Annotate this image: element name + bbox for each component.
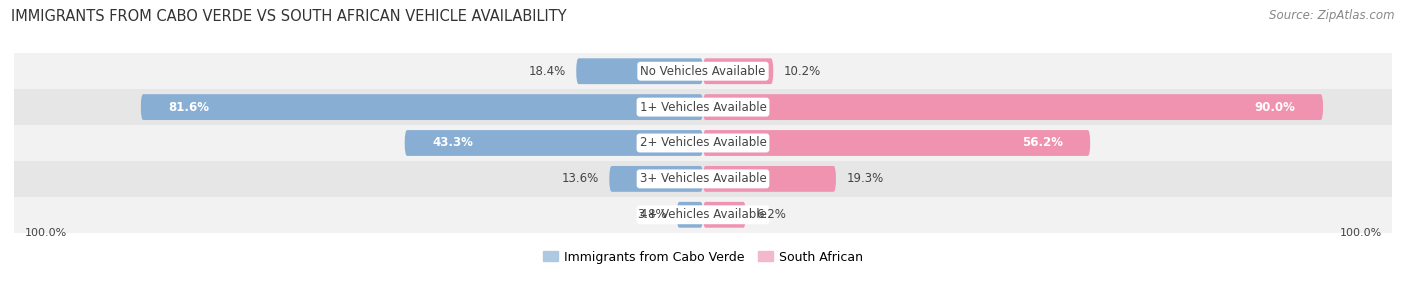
FancyBboxPatch shape — [703, 202, 745, 228]
FancyBboxPatch shape — [141, 94, 703, 120]
Text: 56.2%: 56.2% — [1022, 136, 1063, 150]
Text: 2+ Vehicles Available: 2+ Vehicles Available — [640, 136, 766, 150]
Text: 100.0%: 100.0% — [24, 228, 66, 238]
Text: Source: ZipAtlas.com: Source: ZipAtlas.com — [1270, 9, 1395, 21]
FancyBboxPatch shape — [609, 166, 703, 192]
Text: 1+ Vehicles Available: 1+ Vehicles Available — [640, 101, 766, 114]
FancyBboxPatch shape — [703, 94, 1323, 120]
FancyBboxPatch shape — [576, 58, 703, 84]
FancyBboxPatch shape — [676, 202, 703, 228]
Bar — [14, 197, 1392, 233]
Bar — [14, 89, 1392, 125]
Text: 43.3%: 43.3% — [432, 136, 474, 150]
Text: 19.3%: 19.3% — [846, 172, 883, 185]
Bar — [14, 53, 1392, 89]
Text: 6.2%: 6.2% — [756, 208, 786, 221]
Text: 3+ Vehicles Available: 3+ Vehicles Available — [640, 172, 766, 185]
Text: No Vehicles Available: No Vehicles Available — [640, 65, 766, 78]
FancyBboxPatch shape — [405, 130, 703, 156]
Text: 4+ Vehicles Available: 4+ Vehicles Available — [640, 208, 766, 221]
Bar — [14, 161, 1392, 197]
Text: IMMIGRANTS FROM CABO VERDE VS SOUTH AFRICAN VEHICLE AVAILABILITY: IMMIGRANTS FROM CABO VERDE VS SOUTH AFRI… — [11, 9, 567, 23]
FancyBboxPatch shape — [703, 58, 773, 84]
Text: 81.6%: 81.6% — [169, 101, 209, 114]
Text: 18.4%: 18.4% — [529, 65, 565, 78]
Bar — [14, 125, 1392, 161]
Text: 13.6%: 13.6% — [562, 172, 599, 185]
Text: 3.8%: 3.8% — [637, 208, 666, 221]
Legend: Immigrants from Cabo Verde, South African: Immigrants from Cabo Verde, South Africa… — [538, 246, 868, 269]
Text: 100.0%: 100.0% — [1340, 228, 1382, 238]
FancyBboxPatch shape — [703, 166, 837, 192]
FancyBboxPatch shape — [703, 130, 1090, 156]
Text: 10.2%: 10.2% — [783, 65, 821, 78]
Text: 90.0%: 90.0% — [1254, 101, 1295, 114]
